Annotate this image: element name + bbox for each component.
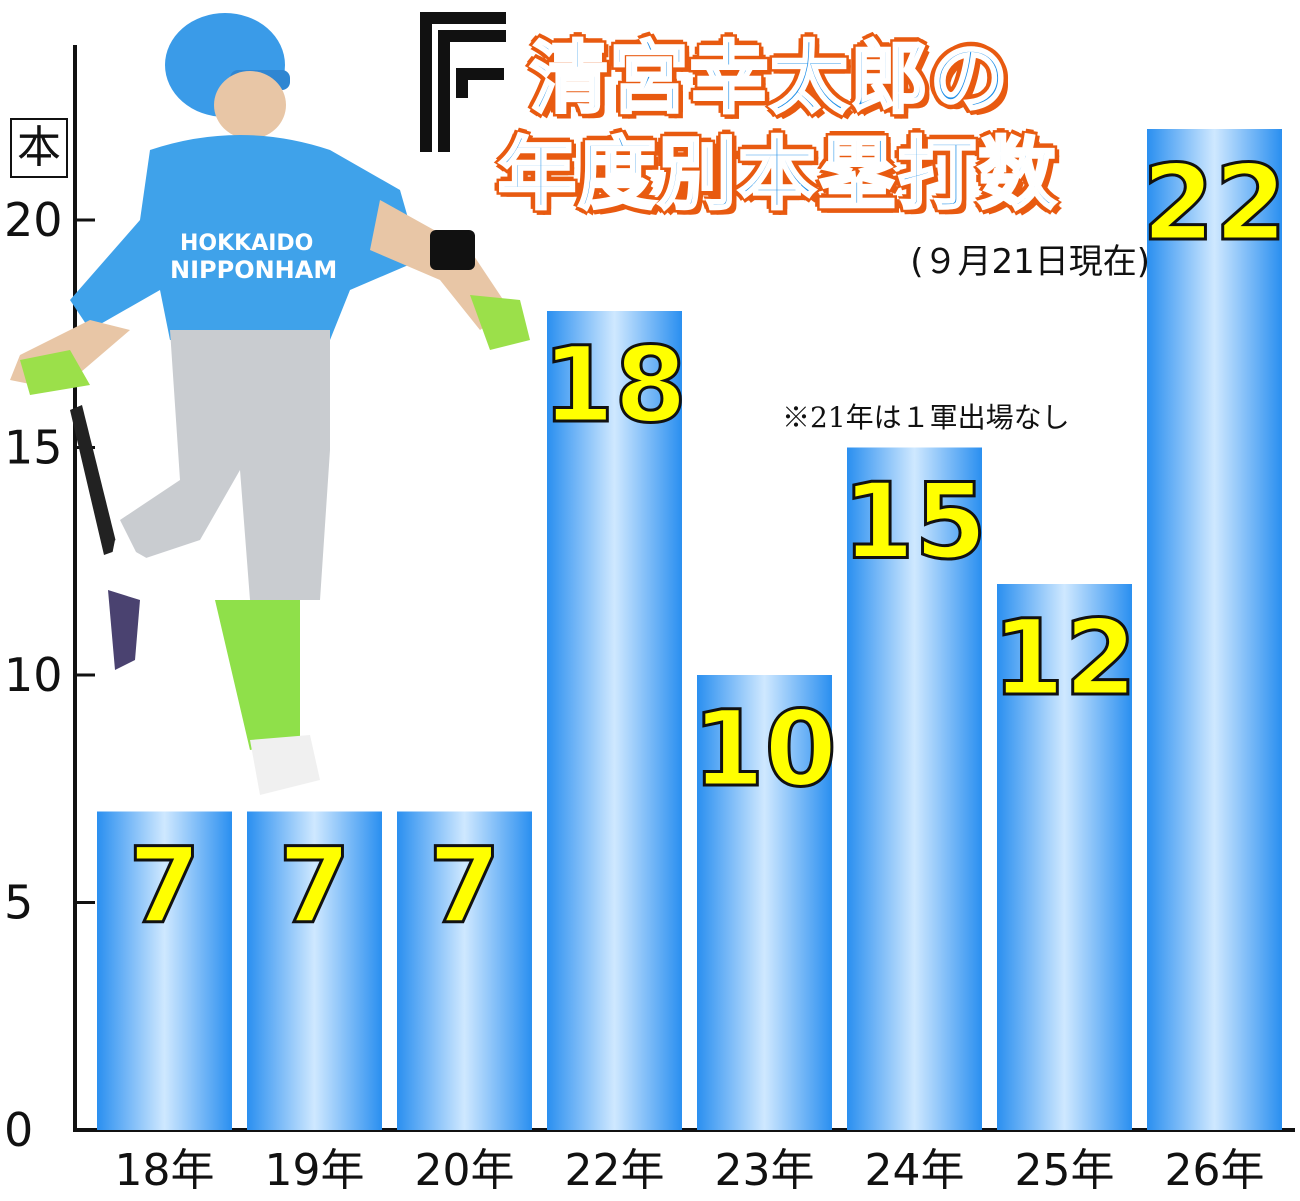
bar-value-label: 7 <box>428 825 500 947</box>
bar-value-label: 7 <box>278 825 350 947</box>
x-tick-label: 23年 <box>715 1145 815 1196</box>
svg-text:NIPPONHAM: NIPPONHAM <box>170 256 337 284</box>
y-tick-labels-group: 0 5 10 15 20 <box>4 193 63 1157</box>
bar-value-label: 7 <box>128 825 200 947</box>
x-tick-label: 22年 <box>565 1145 665 1196</box>
bar-25年 <box>997 584 1132 1130</box>
x-tick-label: 24年 <box>865 1145 965 1196</box>
y-tick-label: 5 <box>4 876 33 930</box>
bar-20年 <box>397 811 532 1130</box>
x-tick-labels-group: 18年 19年 20年 22年 23年 24年 25年 26年 <box>115 1145 1265 1196</box>
x-tick-label: 18年 <box>115 1145 215 1196</box>
bar-value-label: 18 <box>542 324 687 446</box>
bar-22年 <box>547 311 682 1130</box>
bar-value-label: 22 <box>1142 142 1287 264</box>
y-tick-label: 0 <box>4 1103 33 1157</box>
bar-value-label: 12 <box>992 597 1137 719</box>
y-tick-label: 15 <box>4 421 63 475</box>
bar-24年 <box>847 447 982 1130</box>
bar-26年 <box>1147 129 1282 1130</box>
x-tick-label: 19年 <box>265 1145 365 1196</box>
x-tick-label: 26年 <box>1165 1145 1265 1196</box>
fighters-f-logo-icon <box>420 12 506 152</box>
date-note: (９月21日現在) <box>910 242 1150 282</box>
exclusion-note: ※21年は１軍出場なし <box>782 401 1070 434</box>
bar-value-label: 10 <box>692 688 837 810</box>
bar-value-label: 15 <box>842 461 987 583</box>
bar-23年 <box>697 675 832 1130</box>
svg-text:HOKKAIDO: HOKKAIDO <box>180 231 313 256</box>
bars-group <box>97 129 1282 1130</box>
bar-19年 <box>247 811 382 1130</box>
batter-photo: HOKKAIDO NIPPONHAM <box>10 13 530 795</box>
bar-18年 <box>97 811 232 1130</box>
y-tick-label: 10 <box>4 648 63 702</box>
chart-title-line1: 清宮幸太郎の <box>528 33 1011 126</box>
x-tick-label: 25年 <box>1015 1145 1115 1196</box>
y-tick-label: 20 <box>4 193 63 247</box>
chart-title-line2: 年度別本塁打数 <box>496 129 1059 222</box>
x-tick-label: 20年 <box>415 1145 515 1196</box>
y-axis-unit-label: 本 <box>10 118 68 178</box>
